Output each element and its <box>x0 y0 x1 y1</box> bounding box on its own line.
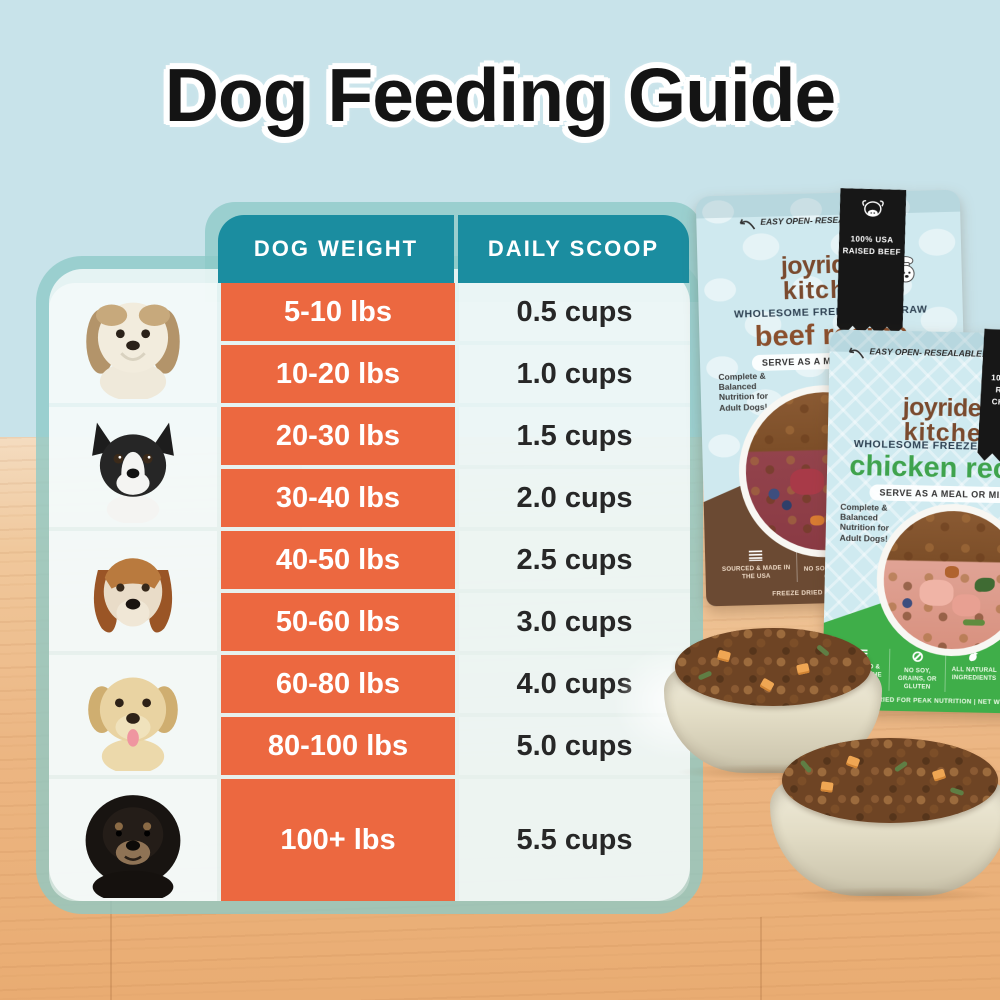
weight-cell: 60-80 lbs <box>221 655 455 713</box>
blueberry <box>781 500 792 511</box>
shih-tzu-illustration <box>86 302 180 399</box>
wood-seam <box>760 917 762 1000</box>
basset-hound-illustration <box>93 558 173 633</box>
weight-cell: 100+ lbs <box>221 779 455 901</box>
tibetan-mastiff-illustration <box>85 795 181 898</box>
weight-cell: 80-100 lbs <box>221 717 455 775</box>
dog-photo-tibetan-mastiff <box>49 779 217 901</box>
dog-photo-boston-terrier <box>49 407 217 527</box>
weight-cell: 30-40 lbs <box>221 469 455 527</box>
green-bean <box>962 618 985 626</box>
food-bowl-1 <box>664 628 882 780</box>
chicken-bowl-photo <box>875 502 1000 658</box>
weight-cell: 40-50 lbs <box>221 531 455 589</box>
dog-photo-shih-tzu <box>49 283 217 403</box>
weight-cell: 10-20 lbs <box>221 345 455 403</box>
weight-cell: 20-30 lbs <box>221 407 455 465</box>
kale-bit <box>974 577 995 593</box>
green-bean-bit <box>894 760 909 773</box>
sweet-potato-bit <box>931 768 947 783</box>
labrador-illustration <box>88 677 178 771</box>
no-symbol-icon: ⊘ <box>911 648 925 666</box>
sweet-potato-bit <box>795 662 810 676</box>
feature-usa: SOURCED & MADE IN THE USA <box>715 548 796 584</box>
feature-no-grain: ⊘ NO SOY, GRAINS, OR GLUTEN <box>888 649 946 692</box>
weight-cell: 50-60 lbs <box>221 593 455 651</box>
scoop-cell: 0.5 cups <box>459 283 690 341</box>
easy-open-note: EASY OPEN- RESEALABLE! <box>847 346 985 363</box>
dog-photo-labrador <box>49 655 217 775</box>
meat-chunk <box>790 468 825 495</box>
weight-cell: 5-10 lbs <box>221 283 455 341</box>
green-bean-bit <box>950 787 965 797</box>
sweet-potato-bit <box>716 650 732 663</box>
feeding-table: 5-10 lbs 10-20 lbs 20-30 lbs 30-40 lbs 4… <box>49 283 690 901</box>
sweet-potato-bit <box>845 755 861 769</box>
green-bean-bit <box>816 644 831 658</box>
sweet-potato-bit <box>759 677 775 693</box>
arrow-icon <box>848 347 865 359</box>
green-bean-bit <box>799 759 813 774</box>
chicken-icon <box>967 650 981 663</box>
scoop-cell: 1.0 cups <box>459 345 690 403</box>
column-header-dog-weight: DOG WEIGHT <box>218 215 454 283</box>
brand-logo: joyride's kitchen <box>697 248 962 309</box>
green-bean-bit <box>698 670 713 682</box>
chicken-chunk <box>952 593 981 617</box>
dog-photo-basset-hound <box>49 531 217 651</box>
cow-icon <box>860 199 887 222</box>
scoop-cell: 2.0 cups <box>459 469 690 527</box>
feature-natural: ALL NATURAL INGREDIENTS <box>945 650 1000 693</box>
kibble-food <box>782 738 998 824</box>
sweet-potato-chunk <box>944 566 959 579</box>
easy-open-note: EASY OPEN- RESEALABLE! <box>738 214 876 232</box>
column-header-daily-scoop: DAILY SCOOP <box>458 215 689 283</box>
scoop-cell: 5.5 cups <box>459 779 690 901</box>
carrot-bit <box>810 515 825 526</box>
boston-terrier-illustration <box>92 422 174 523</box>
recipe-name: chicken recipe <box>849 449 1000 487</box>
wood-seam <box>110 837 112 1000</box>
scoop-cell: 2.5 cups <box>459 531 690 589</box>
food-bowl-2 <box>770 738 1000 903</box>
sweet-potato-bit <box>820 781 834 794</box>
scoop-cell: 1.5 cups <box>459 407 690 465</box>
blueberry <box>902 598 913 609</box>
usa-raised-ribbon: 100% USA RAISED BEEF <box>837 188 907 336</box>
blueberry <box>768 488 780 500</box>
kibble-food <box>674 628 872 707</box>
serve-pill: SERVE AS A MEAL OR MIXER <box>869 484 1000 504</box>
arrow-icon <box>739 218 756 230</box>
chicken-chunk <box>919 579 954 607</box>
page-title: Dog Feeding Guide <box>164 53 837 137</box>
